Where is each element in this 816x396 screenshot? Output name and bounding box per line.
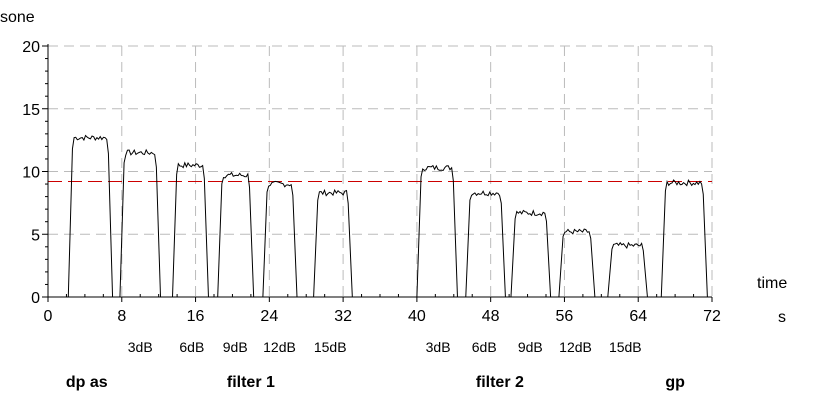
labels: sone time s <box>0 9 787 326</box>
annotation-5: 3dB <box>426 339 451 355</box>
annotation-6: 6dB <box>472 339 497 355</box>
y-tick-label-3: 15 <box>22 102 40 119</box>
x-tick-label-7: 56 <box>556 308 574 325</box>
annotation-3: 12dB <box>263 339 296 355</box>
x-axis-unit: s <box>778 309 786 326</box>
x-tick-label-5: 40 <box>408 308 426 325</box>
group-label-3: gp <box>665 374 685 391</box>
x-tick-label-3: 24 <box>260 308 278 325</box>
y-tick-label-0: 0 <box>31 290 40 307</box>
annotation-4: 15dB <box>314 339 347 355</box>
y-tick-label-2: 10 <box>22 165 40 182</box>
annotation-7: 9dB <box>518 339 543 355</box>
x-tick-label-0: 0 <box>44 308 53 325</box>
y-tick-label-4: 20 <box>22 39 40 56</box>
annotation-9: 15dB <box>609 339 642 355</box>
x-tick-label-9: 72 <box>703 308 721 325</box>
x-axis-label: time <box>757 275 787 292</box>
group-labels: dp as filter 1 filter 2 gp <box>66 374 685 391</box>
group-label-0: dp as <box>66 374 108 391</box>
annotation-1: 6dB <box>179 339 204 355</box>
x-tick-label-8: 64 <box>629 308 647 325</box>
series-line <box>50 134 710 298</box>
group-label-2: filter 2 <box>476 374 524 391</box>
annotation-0: 3dB <box>128 339 153 355</box>
annotations: 3dB 6dB 9dB 12dB 15dB 3dB 6dB 9dB 12dB 15dB <box>128 339 642 355</box>
grid <box>48 45 713 297</box>
annotation-8: 12dB <box>559 339 592 355</box>
x-tick-label-4: 32 <box>334 308 352 325</box>
group-label-1: filter 1 <box>227 374 275 391</box>
y-tick-label-1: 5 <box>31 227 40 244</box>
y-axis-label: sone <box>0 9 35 26</box>
annotation-2: 9dB <box>223 339 248 355</box>
x-tick-label-6: 48 <box>482 308 500 325</box>
x-tick-label-2: 16 <box>187 308 205 325</box>
x-tick-label-1: 8 <box>117 308 126 325</box>
